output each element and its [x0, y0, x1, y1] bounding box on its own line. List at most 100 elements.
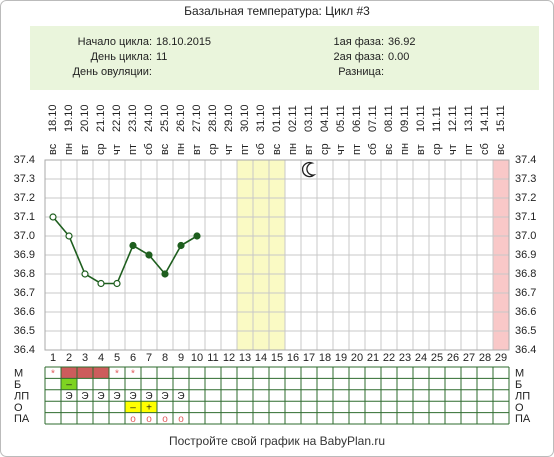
weekday-label: ср [319, 143, 331, 155]
table-cell-text: – [66, 380, 72, 391]
date-label: 05.11 [335, 105, 347, 132]
weekday-label: сб [479, 143, 491, 155]
day-label: 19 [335, 352, 347, 364]
y-tick-label: 37.4 [14, 154, 35, 166]
weekday-label: вт [79, 144, 91, 155]
data-point [193, 232, 201, 240]
info-label: День овуляции: [73, 66, 152, 78]
table-cell-text: * [51, 368, 55, 379]
y-tick-label-right: 37.2 [515, 192, 536, 204]
weekday-label: ср [431, 143, 443, 155]
y-tick-label-right: 37.1 [515, 211, 536, 223]
weekday-label: пн [175, 143, 187, 155]
table-cell-fill [61, 367, 77, 379]
day-label: 14 [255, 352, 267, 364]
y-tick-label-right: 36.6 [515, 306, 536, 318]
data-point [49, 213, 57, 221]
date-label: 09.11 [399, 105, 411, 132]
table-cell-text: Э [97, 391, 104, 402]
y-tick-label: 37.1 [14, 211, 35, 223]
table-cell-fill [93, 367, 109, 379]
table-cell-fill [61, 378, 77, 390]
table-cell-text: Э [129, 391, 136, 402]
row-label: ЛП [14, 390, 29, 402]
row-label-right: О [515, 402, 524, 414]
weekday-label: чт [111, 144, 123, 155]
day-label: 15 [271, 352, 283, 364]
row-label-right: Б [515, 379, 522, 391]
y-tick-label: 36.8 [14, 268, 35, 280]
y-tick-label: 36.6 [14, 306, 35, 318]
table-cell-fill [141, 401, 157, 413]
weekday-label: ср [95, 143, 107, 155]
date-label: 18.10 [47, 104, 59, 132]
table-cell-fill [125, 401, 141, 413]
day-label: 5 [114, 352, 120, 364]
info-box [30, 26, 539, 90]
date-label: 15.11 [495, 105, 507, 132]
day-label: 24 [415, 352, 427, 364]
date-label: 29.10 [223, 104, 235, 132]
weekday-label: пт [127, 144, 139, 155]
y-tick-label: 37.2 [14, 192, 35, 204]
date-label: 20.10 [79, 104, 91, 132]
date-label: 25.10 [159, 104, 171, 132]
info-value: 0.00 [388, 51, 409, 63]
day-label: 28 [479, 352, 491, 364]
table-cell-text: Э [81, 391, 88, 402]
day-label: 21 [367, 352, 379, 364]
table-cell-text: Э [65, 391, 72, 402]
weekday-label: пт [463, 144, 475, 155]
date-label: 22.10 [111, 104, 123, 132]
weekday-label: пт [351, 144, 363, 155]
date-label: 21.10 [95, 104, 107, 132]
weekday-label: пн [287, 143, 299, 155]
date-label: 12.11 [447, 105, 459, 132]
y-tick-label-right: 37.4 [515, 154, 536, 166]
y-tick-label: 36.9 [14, 249, 35, 261]
date-label: 31.10 [255, 104, 267, 132]
date-label: 02.11 [287, 105, 299, 132]
data-point [161, 270, 169, 278]
weekday-label: чт [335, 144, 347, 155]
footer: Постройте свой график на BabyPlan.ru [169, 434, 385, 448]
y-tick-label-right: 36.8 [515, 268, 536, 280]
day-label: 25 [431, 352, 443, 364]
row-label-right: М [515, 368, 524, 380]
day-label: 7 [146, 352, 152, 364]
weekday-label: пн [399, 143, 411, 155]
info-value: 36.92 [388, 36, 416, 48]
table-cell-text: о [146, 414, 152, 425]
day-label: 17 [303, 352, 315, 364]
weekday-label: ср [207, 143, 219, 155]
date-label: 06.11 [351, 105, 363, 132]
date-label: 08.11 [383, 105, 395, 132]
chart-title: Базальная температура: Цикл #3 [184, 4, 370, 18]
row-label: ПА [14, 413, 30, 425]
row-label: М [14, 368, 23, 380]
weekday-label: вс [495, 143, 507, 155]
day-label: 29 [495, 352, 507, 364]
weekday-label: сб [143, 143, 155, 155]
table-cell-text: о [162, 414, 168, 425]
date-label: 13.11 [463, 105, 475, 132]
data-point [113, 279, 121, 288]
weekday-label: пн [63, 143, 75, 155]
date-label: 19.10 [63, 104, 75, 132]
row-label-right: ЛП [515, 390, 530, 402]
day-label: 9 [178, 352, 184, 364]
table-cell-text: – [130, 403, 136, 414]
weekday-label: чт [223, 144, 235, 155]
data-point [177, 241, 185, 250]
y-tick-label-right: 36.9 [515, 249, 536, 261]
data-point [97, 279, 105, 288]
table-cell-text: о [178, 414, 184, 425]
y-tick-label: 37.3 [14, 173, 35, 185]
y-tick-label: 36.5 [14, 325, 35, 337]
y-tick-label: 36.7 [14, 287, 35, 299]
date-label: 14.11 [479, 105, 491, 132]
date-label: 04.11 [319, 105, 331, 132]
day-label: 27 [463, 352, 475, 364]
data-point [65, 232, 73, 240]
table-cell-fill [77, 367, 93, 379]
